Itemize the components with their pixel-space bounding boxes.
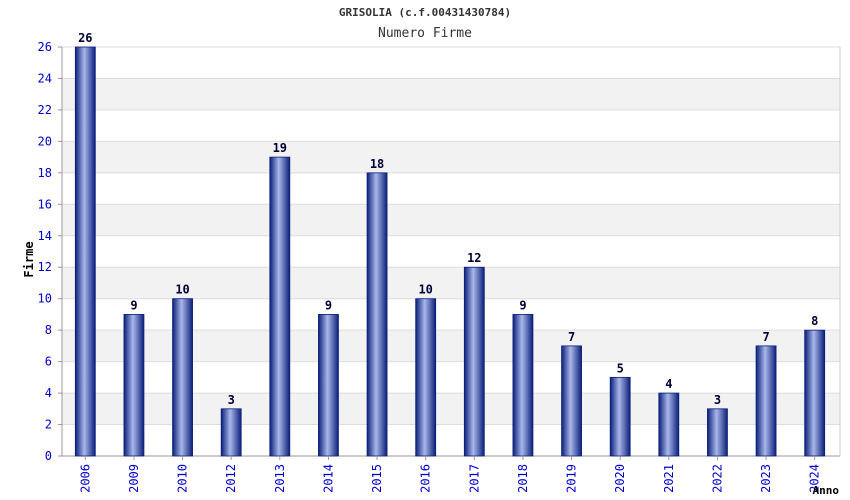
grid-band (62, 267, 840, 299)
grid-band (62, 109, 840, 142)
value-label: 9 (519, 298, 526, 312)
value-label: 10 (175, 283, 189, 297)
grid-band (62, 235, 840, 268)
value-label: 8 (811, 314, 818, 328)
bar-2023 (755, 345, 777, 457)
x-tick-label: 2021 (662, 464, 676, 493)
value-label: 5 (617, 361, 624, 375)
bar-2014 (318, 314, 339, 457)
value-label: 26 (78, 31, 92, 45)
x-tick-label: 2024 (808, 464, 822, 493)
bar-2010 (172, 298, 193, 457)
x-tick-label: 2013 (273, 464, 287, 493)
bar-2024 (804, 329, 826, 457)
y-tick-label: 12 (38, 260, 52, 274)
grid-band (62, 204, 840, 236)
x-tick-label: 2014 (321, 464, 335, 493)
x-tick-label: 2010 (176, 464, 190, 493)
value-label: 3 (228, 393, 235, 407)
value-label: 10 (418, 283, 432, 297)
bar-2022 (707, 408, 728, 457)
value-label: 9 (130, 298, 137, 312)
y-axis-label: Firme (22, 241, 36, 277)
x-tick-label: 2015 (370, 464, 384, 493)
y-tick-label: 2 (45, 418, 52, 432)
bar-2020 (609, 376, 631, 457)
y-tick-label: 20 (38, 134, 52, 148)
x-tick-label: 2017 (467, 464, 481, 493)
bar-2009 (123, 314, 145, 457)
y-tick-label: 18 (38, 166, 52, 180)
y-tick-label: 26 (38, 40, 52, 54)
y-tick-label: 4 (45, 386, 52, 400)
value-label: 19 (273, 141, 287, 155)
y-tick-label: 14 (38, 229, 52, 243)
y-tick-label: 24 (38, 71, 52, 85)
y-tick-label: 16 (38, 197, 52, 211)
grid-band (62, 141, 840, 173)
x-tick-label: 2019 (565, 464, 579, 493)
bar-2017 (463, 266, 485, 457)
x-tick-label: 2018 (516, 464, 530, 493)
y-tick-label: 10 (38, 292, 52, 306)
x-tick-label: 2012 (224, 464, 238, 493)
value-label: 12 (467, 251, 481, 265)
value-label: 3 (714, 393, 721, 407)
bar-2019 (561, 345, 582, 457)
x-tick-label: 2023 (759, 464, 773, 493)
bar-2013 (269, 156, 291, 457)
grid-band (62, 78, 840, 110)
x-tick-label: 2020 (613, 464, 627, 493)
y-tick-label: 22 (38, 103, 52, 117)
x-tick-label: 2009 (127, 464, 141, 493)
chart-title: GRISOLIA (c.f.00431430784) (338, 6, 512, 19)
bar-2012 (220, 408, 242, 457)
y-tick-label: 8 (45, 323, 52, 337)
y-tick-label: 0 (45, 449, 52, 463)
value-label: 9 (325, 298, 332, 312)
chart-subtitle: Numero Firme (378, 26, 472, 41)
value-label: 7 (762, 330, 769, 344)
x-tick-label: 2016 (419, 464, 433, 493)
value-label: 4 (665, 377, 672, 391)
bar-2006 (74, 46, 96, 457)
bar-2021 (658, 392, 680, 457)
x-tick-label: 2006 (78, 464, 92, 493)
grid-band (62, 47, 840, 79)
value-label: 7 (568, 330, 575, 344)
y-tick-label: 6 (45, 355, 52, 369)
bar-2015 (366, 172, 388, 457)
grid-band (62, 172, 840, 205)
value-label: 18 (370, 157, 384, 171)
bar-2018 (512, 314, 534, 457)
bar-2016 (415, 298, 437, 457)
x-tick-label: 2022 (710, 464, 724, 493)
x-axis-label: Anno (813, 484, 840, 497)
